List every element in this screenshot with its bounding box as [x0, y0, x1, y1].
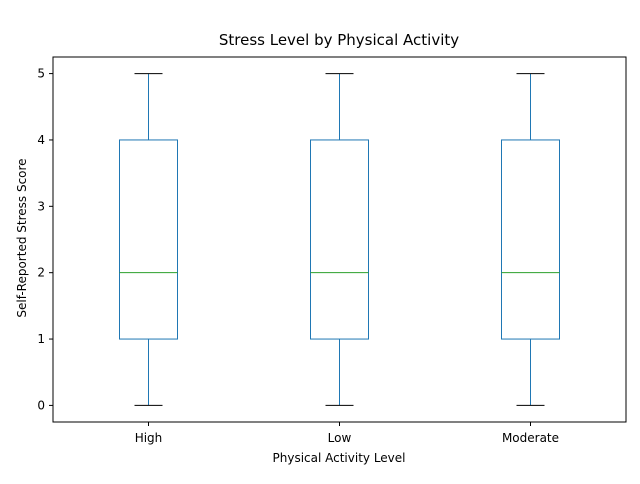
y-tick-label-1: 1	[37, 332, 45, 346]
y-tick-label-4: 4	[37, 133, 45, 147]
y-tick-label-2: 2	[37, 266, 45, 280]
plot-area: 0 1 2 3 4 5 High Low Moderate	[37, 56, 627, 445]
box-low	[310, 139, 369, 340]
y-tick-label-5: 5	[37, 67, 45, 81]
x-tick-label-moderate: Moderate	[502, 431, 559, 445]
y-axis-label: Self-Reported Stress Score	[15, 158, 29, 317]
x-tick-label-high: High	[135, 431, 163, 445]
x-axis-label: Physical Activity Level	[273, 451, 406, 465]
x-tick-label-low: Low	[328, 431, 352, 445]
chart-title: Stress Level by Physical Activity	[219, 31, 459, 49]
box-high	[119, 139, 178, 340]
y-tick-label-0: 0	[37, 398, 45, 412]
y-tick-label-3: 3	[37, 199, 45, 213]
box-moderate	[501, 139, 560, 340]
